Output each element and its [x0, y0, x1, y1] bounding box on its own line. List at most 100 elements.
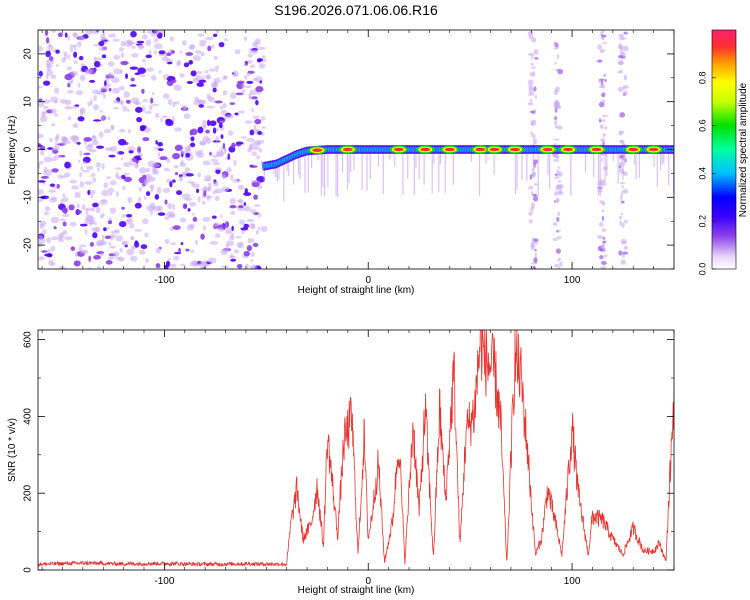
spectrogram-noise-blob: [79, 74, 86, 82]
spectrogram-noise-blob: [148, 176, 156, 182]
spectrogram-noise-blob: [63, 208, 68, 214]
spectrogram-noise-blob: [199, 40, 208, 44]
spectrogram-noise-blob: [117, 256, 125, 262]
spectrogram-noise-blob: [148, 104, 153, 111]
spectrogram-artifact-blob: [619, 194, 623, 201]
spectrogram-noise-blob: [252, 115, 260, 119]
spectrogram-noise-blob: [252, 41, 257, 48]
spectrogram-noise-blob: [141, 106, 146, 112]
spectrogram-artifact-blob: [621, 185, 624, 189]
spectrogram-noise-blob: [46, 248, 51, 254]
spectrogram-noise-blob: [118, 128, 126, 133]
spectrogram-noise-blob: [183, 113, 191, 120]
spectrogram-artifact-blob: [599, 255, 604, 260]
spectrogram-noise-blob: [204, 70, 209, 74]
spectrogram-noise-blob: [156, 186, 162, 194]
spectrogram-noise-blob: [90, 98, 93, 105]
spectrogram-noise-blob: [167, 61, 173, 65]
spectrogram-noise-blob: [129, 66, 139, 70]
spectrogram-noise-blob: [154, 43, 163, 50]
spectrogram-noise-blob: [51, 168, 59, 173]
spectrogram-artifact-blob: [553, 159, 559, 162]
spectrogram-noise-blob: [255, 86, 264, 93]
spectrogram-noise-blob: [46, 237, 52, 244]
spectrogram-noise-blob: [244, 188, 248, 194]
spectrogram-noise-blob: [118, 85, 125, 91]
spectrogram-noise-blob: [142, 137, 150, 142]
spectrogram-artifact-blob: [556, 169, 560, 175]
spectrogram-artifact-blob: [623, 245, 628, 250]
spectrogram-hot-core: [312, 148, 323, 153]
spectrogram-artifact-blob: [622, 251, 629, 255]
spectrogram-artifact-blob: [600, 138, 606, 143]
spectrogram-noise-blob: [49, 183, 56, 187]
spectrogram-noise-blob: [87, 267, 92, 269]
spectrogram-artifact-blob: [601, 114, 608, 118]
spectrogram-noise-blob: [155, 263, 161, 269]
spectrogram-noise-blob: [120, 60, 129, 66]
spectrogram-artifact-blob: [618, 250, 623, 256]
spectrogram-artifact-blob: [558, 106, 562, 109]
spectrogram-noise-blob: [122, 240, 127, 246]
spectrogram-noise-blob: [250, 259, 254, 262]
spectrogram-artifact-blob: [601, 99, 606, 103]
spectrogram-noise-blob: [38, 98, 43, 102]
spectrogram-noise-blob: [112, 38, 120, 42]
spectrogram-artifact-blob: [621, 37, 627, 40]
spectrogram-artifact-blob: [531, 202, 535, 209]
spectrogram-noise-blob: [112, 87, 120, 94]
spectrogram-noise-blob: [167, 98, 173, 106]
spectrogram-artifact-blob: [554, 120, 558, 126]
spectrogram-noise-blob: [199, 265, 205, 269]
spectrogram-artifact-blob: [618, 86, 624, 93]
snr-x-axis-label: Height of straight line (km): [298, 585, 415, 596]
spectrogram-noise-blob: [96, 30, 99, 33]
snr-axes: -100 0 100 0 200 400 600: [23, 329, 675, 587]
spectrogram-noise-blob: [179, 50, 183, 54]
spectrogram-noise-blob: [79, 181, 85, 188]
spectrogram-noise-blob: [134, 241, 140, 248]
spectrogram-noise-blob: [219, 105, 223, 110]
spectrogram-noise-blob: [126, 248, 135, 256]
spectrogram-noise-blob: [130, 30, 137, 38]
spectrogram-noise-blob: [146, 67, 154, 72]
spectrogram-hot-core: [444, 147, 455, 152]
spectrogram-noise-blob: [157, 205, 163, 212]
spectrogram-noise-blob: [143, 179, 148, 184]
spectrogram-noise-blob: [168, 213, 176, 219]
spectrogram-artifact-blob: [554, 104, 558, 110]
spectrogram-noise-blob: [174, 171, 179, 176]
spectrogram-noise-blob: [121, 206, 125, 210]
spectrogram-noise-blob: [58, 266, 66, 269]
spectrogram-hot-core: [510, 147, 520, 152]
spectrogram-noise-blob: [229, 92, 237, 100]
spectrogram-noise-blob: [157, 212, 166, 216]
spectrogram-noise-blob: [106, 226, 110, 230]
spectrogram-noise-blob: [178, 247, 181, 254]
spectrogram-noise-blob: [72, 105, 78, 109]
spectrogram-noise-blob: [222, 142, 226, 150]
spectrogram-noise-blob: [77, 82, 81, 88]
spectrogram-noise-blob: [173, 84, 182, 91]
spectrogram-noise-blob: [73, 260, 81, 267]
spectrogram-noise-blob: [134, 202, 142, 209]
spectrogram-noise-blob: [79, 223, 88, 227]
spectrogram-noise-blob: [106, 176, 112, 179]
spectrogram-noise-blob: [142, 218, 149, 225]
spectrogram-noise-blob: [93, 255, 101, 260]
spectrogram-artifact-blob: [602, 141, 605, 146]
spectrogram-artifact-blob: [530, 62, 534, 66]
spectrogram-artifact-blob: [553, 138, 560, 141]
spectrogram-noise-blob: [51, 58, 54, 65]
spectrogram-noise-blob: [212, 33, 218, 38]
spectrogram-noise-blob: [249, 89, 258, 96]
spectrogram-noise-blob: [145, 110, 152, 114]
snr-y-axis-label: SNR (10 * v/v): [7, 418, 18, 482]
spectrogram-noise-blob: [107, 187, 114, 194]
spectrogram-artifact-blob: [618, 130, 623, 136]
spectrogram-noise-blob: [243, 223, 250, 229]
spectrogram-x-tick-label: 100: [564, 275, 581, 286]
snr-panel: -100 0 100 0 200 400 600 Height of straight li…: [7, 329, 675, 596]
spectrogram-noise-blob: [38, 85, 43, 89]
spectrogram-noise-blob: [176, 190, 183, 196]
